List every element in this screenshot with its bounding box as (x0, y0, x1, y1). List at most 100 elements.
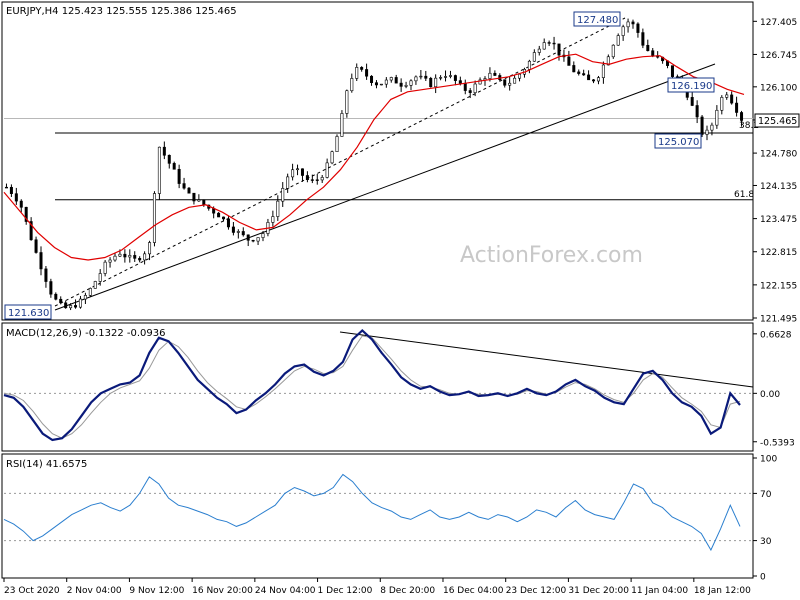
rising-trendline (54, 63, 716, 311)
candle-body (83, 295, 87, 300)
candle-body (429, 77, 433, 88)
candle-body (291, 169, 295, 178)
candle-body (19, 200, 23, 208)
candle-body (468, 90, 472, 93)
candle-body (365, 69, 369, 77)
annotation-low-recent: 125.070 (654, 133, 702, 149)
candle-body (226, 218, 230, 228)
candle-body (537, 48, 541, 53)
candle-body (394, 77, 398, 84)
candle-body (740, 112, 744, 121)
candle-body (143, 253, 147, 261)
candle-body (458, 80, 462, 84)
current-price-box: 125.465 (754, 113, 800, 128)
candle-body (310, 179, 314, 181)
rsi-y-tick-label: 0 (760, 573, 766, 583)
x-tick-label: 18 Jan 12:00 (694, 586, 751, 596)
price-y-tick-label: 122.155 (760, 281, 797, 291)
candle-body (281, 188, 285, 202)
candle-body (286, 176, 290, 189)
candle-body (296, 168, 300, 171)
x-tick-label: 1 Dec 12:00 (318, 586, 373, 596)
annotation-low-label: 121.630 (8, 308, 49, 319)
candle-body (473, 83, 477, 93)
candle-body (152, 193, 156, 243)
candles (4, 18, 744, 311)
candle-body (9, 186, 13, 194)
candle-body (167, 154, 171, 164)
macd-panel: MACD(12,26,9) -0.1322 -0.0936 0.6628 0.00… (1, 322, 795, 452)
rsi-panel: RSI(14) 41.6575 100 70 30 0 (1, 453, 777, 583)
candle-body (192, 192, 196, 202)
candle-body (113, 255, 117, 261)
candle-body (700, 116, 704, 135)
price-y-tick-label: 122.815 (760, 248, 797, 258)
candle-body (715, 109, 719, 126)
candle-body (271, 216, 275, 223)
macd-title: MACD(12,26,9) -0.1322 -0.0936 (6, 328, 166, 339)
candle-body (725, 94, 729, 98)
candle-body (587, 74, 591, 81)
candle-body (503, 79, 507, 86)
candle-body (276, 200, 280, 217)
candle-body (4, 186, 8, 189)
candle-body (59, 298, 63, 304)
candle-body (335, 136, 339, 152)
price-y-tick-label: 126.745 (760, 51, 797, 61)
candle-body (340, 113, 344, 137)
candle-body (705, 129, 709, 135)
candle-body (592, 79, 596, 82)
candle-body (98, 273, 102, 282)
candle-body (261, 233, 265, 238)
candle-body (246, 234, 250, 241)
price-y-axis: 127.405126.745126.100125.440124.780124.1… (753, 18, 797, 325)
candle-body (444, 76, 448, 78)
candle-body (720, 97, 724, 111)
candle-body (601, 64, 605, 78)
candle-body (478, 79, 482, 85)
candle-body (162, 146, 166, 156)
macd-trendline (339, 331, 754, 388)
candle-body (172, 163, 176, 170)
rsi-y-axis: 100 70 30 0 (4, 455, 777, 583)
x-tick-label: 8 Dec 20:00 (380, 586, 435, 596)
candle-body (641, 32, 645, 46)
candle-body (404, 85, 408, 87)
candle-body (532, 52, 536, 62)
candle-body (463, 82, 467, 91)
x-tick-label: 16 Nov 20:00 (192, 586, 253, 596)
candle-body (88, 288, 92, 296)
candle-body (44, 268, 48, 282)
x-tick-label: 9 Nov 12:00 (129, 586, 184, 596)
price-levels: 61.8 (4, 117, 754, 201)
candle-body (39, 252, 43, 270)
candle-body (133, 255, 137, 259)
candle-body (646, 44, 650, 52)
candle-body (419, 75, 423, 78)
candle-body (34, 239, 38, 253)
rsi-y-tick-label: 100 (760, 455, 777, 465)
x-tick-label: 23 Dec 12:00 (506, 586, 567, 596)
x-tick-label: 16 Dec 04:00 (443, 586, 504, 596)
candle-body (14, 193, 18, 202)
candle-body (399, 82, 403, 87)
annotation-high-label: 127.480 (577, 15, 618, 26)
symbol-header: EURJPY,H4 125.423 125.555 125.386 125.46… (6, 6, 237, 17)
candle-body (636, 23, 640, 33)
price-y-tick-label: 127.405 (760, 18, 797, 28)
price-y-tick-label: 124.135 (760, 182, 797, 192)
candle-body (611, 44, 615, 58)
candle-body (69, 305, 73, 309)
candle-body (118, 253, 122, 257)
candle-body (202, 199, 206, 206)
macd-y-axis: 0.6628 0.00 -0.5393 (4, 330, 795, 448)
annotation-126190: 126.190 (667, 77, 715, 93)
candle-body (54, 293, 58, 300)
candle-body (493, 72, 497, 76)
candle-body (572, 65, 576, 73)
candle-body (414, 76, 418, 82)
watermark: ActionForex.com (460, 243, 643, 268)
rsi-y-tick-label: 70 (760, 490, 772, 500)
candle-body (64, 302, 68, 309)
